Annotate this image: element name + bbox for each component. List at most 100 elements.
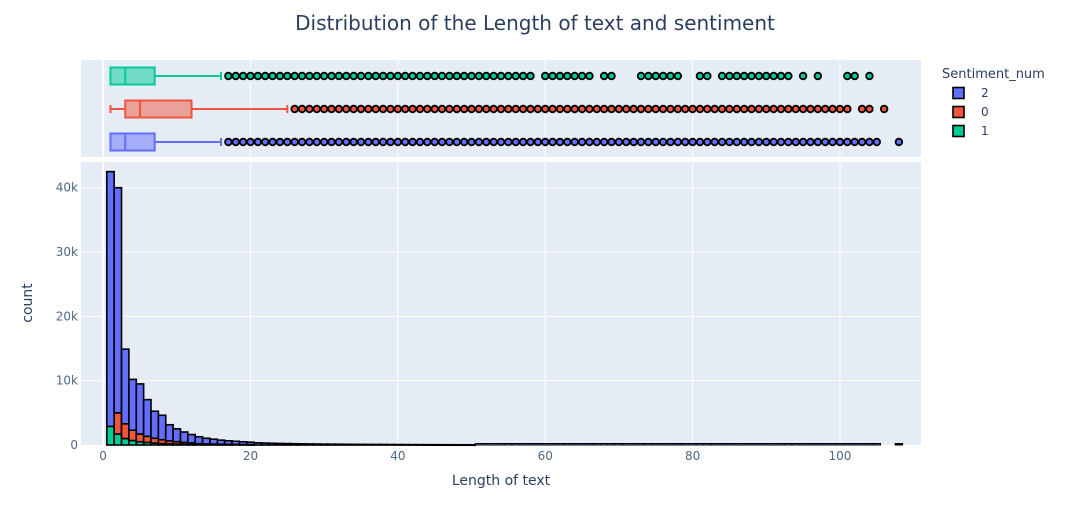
hist-bar-1 bbox=[113, 433, 123, 446]
outlier-point-1 bbox=[658, 71, 668, 81]
outlier-point-0 bbox=[813, 104, 823, 114]
outlier-point-0 bbox=[666, 104, 675, 114]
x-tick-label: 100 bbox=[828, 449, 851, 463]
legend[interactable]: Sentiment_num 2 0 1 bbox=[942, 67, 1045, 138]
outlier-point-2 bbox=[275, 137, 285, 147]
outlier-point-0 bbox=[865, 104, 874, 114]
outlier-point-2 bbox=[843, 137, 852, 147]
hist-bar-tail bbox=[688, 443, 697, 446]
y-tick-label: 30k bbox=[56, 245, 78, 259]
hist-bar-2 bbox=[223, 439, 233, 446]
outlier-point-2 bbox=[865, 137, 874, 147]
outlier-point-2 bbox=[717, 137, 727, 147]
hist-bar-1 bbox=[120, 437, 130, 446]
outlier-point-2 bbox=[511, 137, 520, 147]
outlier-point-0 bbox=[784, 104, 793, 114]
outlier-point-1 bbox=[739, 71, 749, 81]
outlier-point-1 bbox=[769, 71, 778, 81]
outlier-point-2 bbox=[644, 137, 653, 147]
outlier-point-1 bbox=[518, 71, 528, 81]
hist-bar-2 bbox=[408, 443, 418, 446]
y-tick-label: 0 bbox=[70, 438, 78, 452]
outlier-point-1 bbox=[356, 71, 366, 81]
x-tick-label: 60 bbox=[538, 449, 553, 463]
outlier-point-2 bbox=[268, 137, 277, 147]
axis-ticks: 0 20 40 60 80 100 0 10k 20k 30k 40k bbox=[56, 181, 852, 463]
outlier-point-1 bbox=[283, 71, 292, 81]
hist-bar-tail bbox=[703, 443, 712, 446]
outlier-point-1 bbox=[452, 71, 461, 81]
outlier-point-1 bbox=[798, 71, 808, 81]
outlier-point-0 bbox=[739, 104, 749, 114]
outlier-point-2 bbox=[238, 137, 248, 147]
hist-bar-2 bbox=[385, 443, 395, 446]
outlier-point-2 bbox=[253, 137, 263, 147]
hist-bar-tail bbox=[725, 443, 734, 446]
outlier-point-1 bbox=[636, 71, 646, 81]
hist-bar-2 bbox=[164, 423, 174, 442]
outlier-point-0 bbox=[762, 104, 771, 114]
outlier-point-2 bbox=[408, 137, 417, 147]
hist-bar-tail bbox=[563, 443, 572, 446]
hist-bar-tail bbox=[865, 443, 874, 446]
outlier-point-1 bbox=[231, 71, 240, 81]
hist-bar-2 bbox=[157, 414, 167, 441]
outlier-point-2 bbox=[297, 137, 307, 147]
outlier-point-0 bbox=[415, 104, 425, 114]
outlier-point-2 bbox=[629, 137, 638, 147]
outlier-point-1 bbox=[312, 71, 321, 81]
outlier-point-1 bbox=[563, 71, 572, 81]
hist-bar-tail bbox=[872, 443, 881, 446]
outlier-point-1 bbox=[305, 71, 314, 81]
hist-bar-tail bbox=[518, 443, 528, 446]
outlier-point-2 bbox=[791, 137, 800, 147]
outlier-point-0 bbox=[843, 104, 852, 114]
hist-bar-2 bbox=[363, 443, 373, 446]
outlier-point-2 bbox=[651, 137, 660, 147]
outlier-point-0 bbox=[651, 104, 660, 114]
outlier-point-0 bbox=[629, 104, 638, 114]
outlier-point-2 bbox=[747, 137, 756, 147]
outlier-point-1 bbox=[555, 71, 565, 81]
outlier-point-1 bbox=[261, 71, 270, 81]
outlier-point-0 bbox=[798, 104, 808, 114]
outlier-point-2 bbox=[592, 137, 601, 147]
outlier-point-2 bbox=[835, 137, 845, 147]
hist-bar-2 bbox=[253, 442, 263, 446]
hist-bar-tail bbox=[533, 443, 543, 446]
outlier-point-1 bbox=[378, 71, 388, 81]
x-tick-label: 0 bbox=[99, 449, 107, 463]
hist-bar-2 bbox=[341, 443, 351, 446]
outlier-point-1 bbox=[717, 71, 727, 81]
outlier-point-2 bbox=[710, 137, 719, 147]
hist-bar-2 bbox=[245, 441, 255, 446]
outlier-point-0 bbox=[386, 104, 395, 114]
outlier-point-0 bbox=[622, 104, 631, 114]
outlier-point-0 bbox=[776, 104, 786, 114]
hist-bar-2 bbox=[113, 186, 123, 414]
outlier-point-1 bbox=[695, 71, 705, 81]
outlier-point-0 bbox=[806, 104, 815, 114]
hist-bar-0 bbox=[135, 433, 145, 443]
hist-bar-2 bbox=[194, 435, 204, 445]
outlier-point-1 bbox=[275, 71, 285, 81]
outlier-point-0 bbox=[312, 104, 321, 114]
outlier-point-0 bbox=[504, 104, 513, 114]
hist-bar-tail bbox=[592, 443, 601, 446]
hist-bar-tail bbox=[526, 443, 535, 446]
outlier-point-2 bbox=[813, 137, 823, 147]
legend-item-label: 1 bbox=[981, 124, 989, 138]
outlier-point-2 bbox=[246, 137, 255, 147]
hist-bar-tail bbox=[747, 443, 756, 446]
box-plots bbox=[109, 66, 904, 152]
outlier-point-0 bbox=[821, 104, 830, 114]
outlier-point-2 bbox=[430, 137, 439, 147]
outlier-point-2 bbox=[312, 137, 321, 147]
hist-bar-tail bbox=[798, 443, 808, 446]
outlier-point-0 bbox=[681, 104, 690, 114]
outlier-point-1 bbox=[666, 71, 675, 81]
hist-bar-0 bbox=[128, 429, 138, 442]
outlier-point-2 bbox=[423, 137, 432, 147]
outlier-point-1 bbox=[489, 71, 498, 81]
hist-bar-2 bbox=[201, 437, 211, 445]
